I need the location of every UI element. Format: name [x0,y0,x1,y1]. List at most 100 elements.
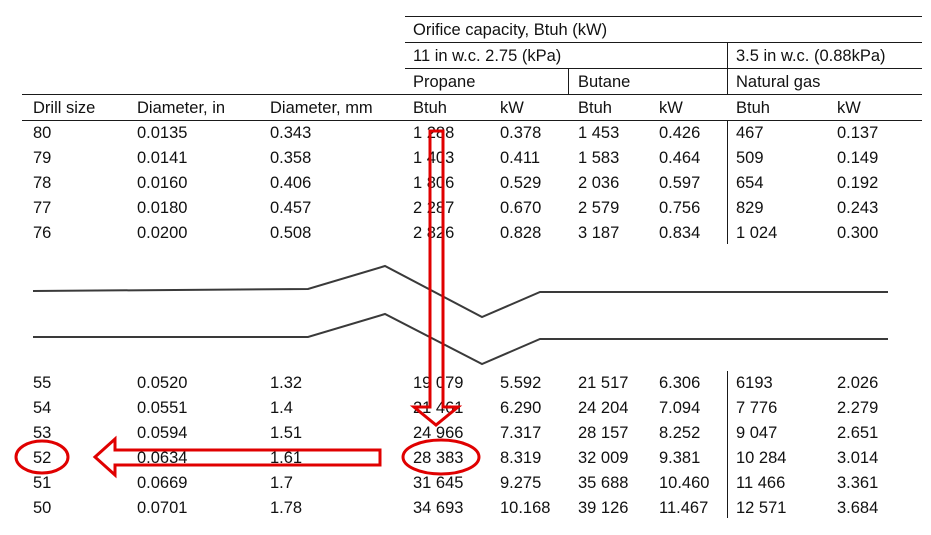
cell-diameter-mm: 1.78 [270,499,303,517]
rule-header-bottom [22,120,922,121]
cell-propane-kw: 6.290 [500,399,542,417]
cell-butane-btuh: 39 126 [578,499,629,517]
cell-drill-size: 55 [33,374,52,392]
cell-natural-btuh: 11 466 [736,474,786,492]
cell-natural-btuh: 6193 [736,374,773,392]
cell-butane-btuh: 1 583 [578,149,620,167]
cell-butane-btuh: 21 517 [578,374,629,392]
cell-natural-kw: 0.243 [837,199,879,217]
cell-butane-btuh: 28 157 [578,424,629,442]
natural-gas-label: Natural gas [736,73,821,91]
cell-drill-size: 76 [33,224,52,242]
butane-label: Butane [578,73,631,91]
cell-drill-size: 77 [33,199,52,217]
cell-propane-kw: 8.319 [500,449,542,467]
cell-diameter-in: 0.0520 [137,374,188,392]
cell-propane-kw: 7.317 [500,424,542,442]
cell-butane-btuh: 35 688 [578,474,629,492]
cell-diameter-mm: 1.61 [270,449,303,467]
cell-butane-kw: 0.597 [659,174,701,192]
col-header-diameter-mm: Diameter, mm [270,99,373,117]
break-line-upper [32,264,888,319]
cell-diameter-mm: 0.358 [270,149,312,167]
left-arrow-annotation [92,435,382,479]
cell-drill-size: 51 [33,474,52,492]
cell-diameter-mm: 0.343 [270,124,312,142]
cell-natural-btuh: 9 047 [736,424,778,442]
rule-top [405,16,922,17]
vrule-natural-top [727,120,728,244]
cell-propane-kw: 9.275 [500,474,542,492]
cell-butane-kw: 11.467 [659,499,709,517]
cell-propane-btuh: 34 693 [413,499,464,517]
cell-drill-size: 78 [33,174,52,192]
circle-drill-52 [14,439,70,475]
cell-diameter-in: 0.0701 [137,499,188,517]
cell-butane-btuh: 3 187 [578,224,620,242]
cell-natural-kw: 0.192 [837,174,879,192]
cell-diameter-in: 0.0551 [137,399,188,417]
cell-diameter-in: 0.0141 [137,149,188,167]
cell-diameter-mm: 0.406 [270,174,312,192]
cell-diameter-in: 0.0669 [137,474,188,492]
cell-butane-kw: 9.381 [659,449,701,467]
cell-natural-btuh: 509 [736,149,764,167]
col-header-drill-size: Drill size [33,99,96,117]
rule-gas [405,68,922,69]
break-line-lower [33,312,888,366]
col-header-propane-btuh: Btuh [413,99,447,117]
cell-natural-kw: 3.014 [837,449,879,467]
cell-propane-kw: 0.670 [500,199,542,217]
col-header-diameter-in: Diameter, in [137,99,226,117]
circle-28383 [401,438,481,476]
cell-diameter-in: 0.0160 [137,174,188,192]
col-header-natural-btuh: Btuh [736,99,770,117]
vrule-natural-gas-header [727,42,728,95]
cell-diameter-in: 0.0594 [137,424,188,442]
lp-pressure-label: 11 in w.c. 2.75 (kPa) [413,47,562,65]
cell-natural-kw: 2.026 [837,374,879,392]
cell-butane-btuh: 24 204 [578,399,629,417]
cell-natural-btuh: 1 024 [736,224,778,242]
col-header-propane-kw: kW [500,99,524,117]
cell-natural-kw: 2.651 [837,424,879,442]
vrule-butane-header [568,68,569,95]
cell-butane-kw: 0.756 [659,199,701,217]
cell-diameter-mm: 0.508 [270,224,312,242]
cell-propane-kw: 0.529 [500,174,542,192]
cell-propane-kw: 5.592 [500,374,542,392]
cell-butane-kw: 0.464 [659,149,701,167]
cell-drill-size: 79 [33,149,52,167]
ng-pressure-label: 3.5 in w.c. (0.88kPa) [736,47,886,65]
cell-natural-kw: 3.361 [837,474,879,492]
cell-diameter-mm: 1.51 [270,424,303,442]
cell-propane-btuh: 31 645 [413,474,464,492]
cell-natural-kw: 2.279 [837,399,879,417]
vrule-natural-bottom [727,371,728,518]
cell-natural-kw: 0.300 [837,224,879,242]
cell-butane-kw: 10.460 [659,474,710,492]
cell-propane-btuh: 19 079 [413,374,464,392]
cell-diameter-in: 0.0634 [137,449,188,467]
rule-pressure [405,42,922,43]
down-arrow-annotation [409,129,463,427]
col-header-butane-btuh: Btuh [578,99,612,117]
cell-natural-btuh: 10 284 [736,449,787,467]
cell-butane-kw: 6.306 [659,374,701,392]
cell-drill-size: 50 [33,499,52,517]
rule-header [22,94,922,95]
cell-natural-kw: 3.684 [837,499,879,517]
cell-diameter-in: 0.0180 [137,199,188,217]
cell-natural-btuh: 7 776 [736,399,778,417]
cell-diameter-in: 0.0200 [137,224,188,242]
cell-butane-btuh: 32 009 [578,449,629,467]
cell-propane-btuh: 28 383 [413,449,464,467]
cell-diameter-in: 0.0135 [137,124,188,142]
cell-propane-kw: 10.168 [500,499,551,517]
cell-natural-btuh: 12 571 [736,499,787,517]
cell-drill-size: 52 [33,449,52,467]
cell-propane-kw: 0.378 [500,124,542,142]
cell-propane-kw: 0.828 [500,224,542,242]
cell-butane-btuh: 1 453 [578,124,620,142]
